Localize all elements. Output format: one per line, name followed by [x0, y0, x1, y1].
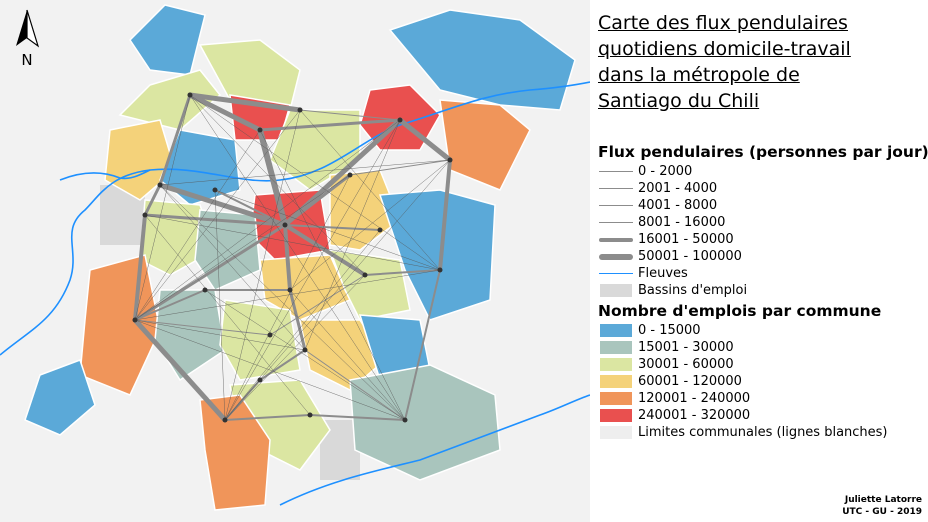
bassins-legend-label: Bassins d'emploi — [638, 283, 748, 298]
emplois-legend-label: 30001 - 60000 — [638, 357, 734, 372]
emplois-legend-swatch — [600, 341, 632, 354]
bassins-legend-swatch — [600, 284, 632, 297]
emplois-legend-row: 15001 - 30000 — [598, 339, 928, 356]
emplois-legend-row: 120001 - 240000 — [598, 390, 928, 407]
flux-legend-row: 2001 - 4000 — [598, 180, 928, 197]
limits-legend-row: Limites communales (lignes blanches) — [598, 424, 928, 441]
flux-legend-swatch — [599, 221, 633, 224]
emplois-legend-label: 240001 - 320000 — [638, 408, 751, 423]
emplois-legend-row: 0 - 15000 — [598, 322, 928, 339]
river-legend-swatch — [599, 272, 633, 275]
limits-legend-swatch — [600, 426, 632, 439]
emplois-legend-label: 60001 - 120000 — [638, 374, 742, 389]
flux-legend-rows: 0 - 2000 2001 - 4000 4001 - 8000 8001 - 160… — [598, 163, 928, 265]
emplois-legend-rows: 0 - 15000 15001 - 30000 30001 - 60000 60001… — [598, 322, 928, 424]
river-legend-row: Fleuves — [598, 265, 928, 282]
flux-legend-row: 50001 - 100000 — [598, 248, 928, 265]
north-label: N — [21, 51, 32, 68]
flux-legend-label: 4001 - 8000 — [638, 198, 718, 213]
emplois-legend-label: 0 - 15000 — [638, 323, 701, 338]
emplois-legend-swatch — [600, 375, 632, 388]
north-arrow-icon: N — [16, 9, 40, 68]
flux-legend-label: 2001 - 4000 — [638, 181, 718, 196]
flux-legend-row: 4001 - 8000 — [598, 197, 928, 214]
legend: Flux pendulaires (personnes par jour) 0 … — [598, 140, 928, 441]
flux-legend-label: 8001 - 16000 — [638, 215, 726, 230]
flux-legend-label: 16001 - 50000 — [638, 232, 734, 247]
emplois-legend-row: 30001 - 60000 — [598, 356, 928, 373]
emplois-legend-row: 240001 - 320000 — [598, 407, 928, 424]
emplois-legend-swatch — [600, 392, 632, 405]
emplois-legend-label: 120001 - 240000 — [638, 391, 751, 406]
credit-author: Juliette Latorre — [844, 495, 922, 505]
flux-legend-swatch — [599, 237, 633, 242]
limits-legend-label: Limites communales (lignes blanches) — [638, 425, 888, 440]
flux-legend-swatch — [599, 171, 633, 172]
flux-legend-title: Flux pendulaires (personnes par jour) — [598, 143, 928, 161]
commune-centroids — [132, 92, 453, 423]
emplois-legend-title: Nombre d'emplois par commune — [598, 302, 882, 320]
emplois-legend-swatch — [600, 409, 632, 422]
flux-lines — [132, 92, 453, 423]
commuting-flow-map — [0, 0, 590, 522]
emplois-legend-label: 15001 - 30000 — [638, 340, 734, 355]
flux-legend-swatch — [599, 205, 633, 206]
flux-lines-thin — [134, 94, 451, 421]
rivers — [0, 81, 590, 506]
flux-legend-row: 8001 - 16000 — [598, 214, 928, 231]
flux-legend-swatch — [599, 188, 633, 189]
river-legend-label: Fleuves — [638, 266, 688, 281]
flux-legend-row: 0 - 2000 — [598, 163, 928, 180]
bassins-legend-row: Bassins d'emploi — [598, 282, 928, 299]
emplois-legend-swatch — [600, 358, 632, 371]
flux-legend-label: 50001 - 100000 — [638, 249, 742, 264]
emplois-legend-row: 60001 - 120000 — [598, 373, 928, 390]
map-title: Carte des flux pendulaires quotidiens do… — [598, 12, 851, 112]
flux-legend-swatch — [599, 253, 633, 260]
flux-legend-label: 0 - 2000 — [638, 164, 693, 179]
credit: Juliette Latorre UTC - GU - 2019 — [842, 494, 922, 518]
emplois-legend-swatch — [600, 324, 632, 337]
credit-org: UTC - GU - 2019 — [842, 507, 922, 517]
flux-legend-row: 16001 - 50000 — [598, 231, 928, 248]
